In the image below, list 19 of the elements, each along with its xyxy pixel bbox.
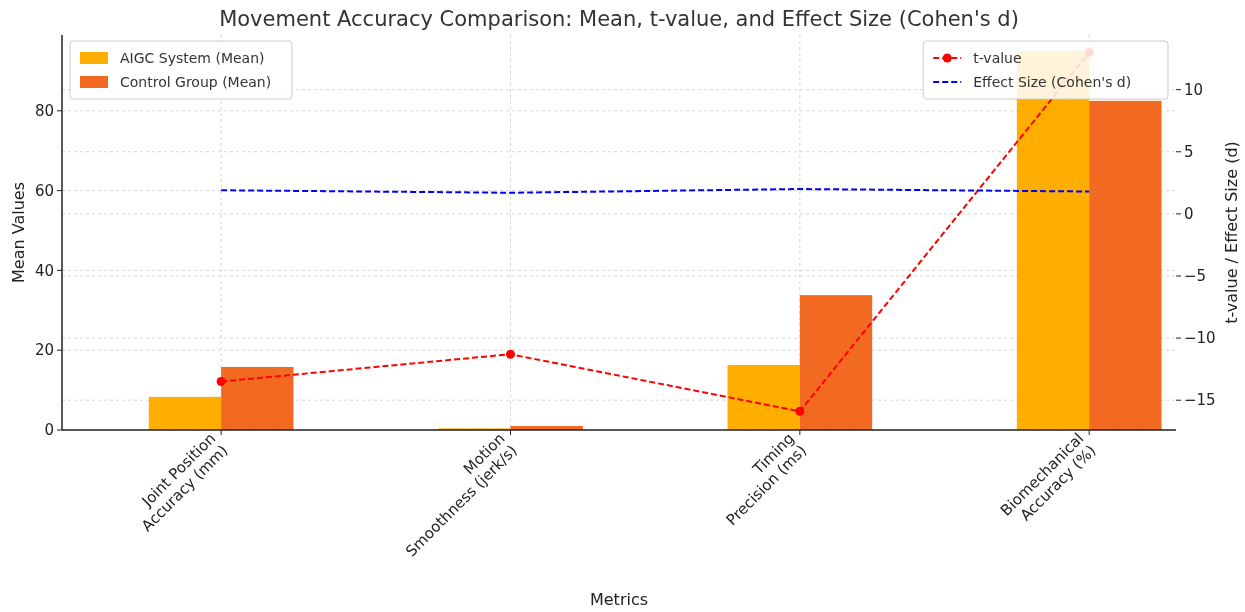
legend-label: t-value — [973, 50, 1022, 66]
y2-tick-label: 10 — [1184, 80, 1204, 99]
y-tick-label: 20 — [34, 341, 54, 360]
y-tick-label: 60 — [34, 181, 54, 200]
legend-label: AIGC System (Mean) — [120, 50, 265, 66]
y2-axis-title: t-value / Effect Size (d) — [1222, 141, 1241, 324]
y2-tick-label: −10 — [1184, 329, 1216, 348]
y2-tick-label: −5 — [1184, 267, 1207, 286]
y2-tick-label: −15 — [1184, 391, 1216, 410]
y-tick-label: 80 — [34, 102, 54, 121]
y-tick-label: 40 — [34, 261, 54, 280]
y2-tick-label: 5 — [1184, 143, 1194, 162]
y-tick-label: 0 — [44, 421, 54, 440]
chart-title: Movement Accuracy Comparison: Mean, t-value, and Effect Size (Cohen's d) — [219, 7, 1019, 31]
legend-label: Control Group (Mean) — [120, 74, 272, 90]
legend-label: Effect Size (Cohen's d) — [973, 74, 1132, 90]
y-axis-title: Mean Values — [9, 182, 28, 283]
y2-tick-label: 0 — [1184, 205, 1194, 224]
x-axis-title: Metrics — [589, 590, 649, 609]
